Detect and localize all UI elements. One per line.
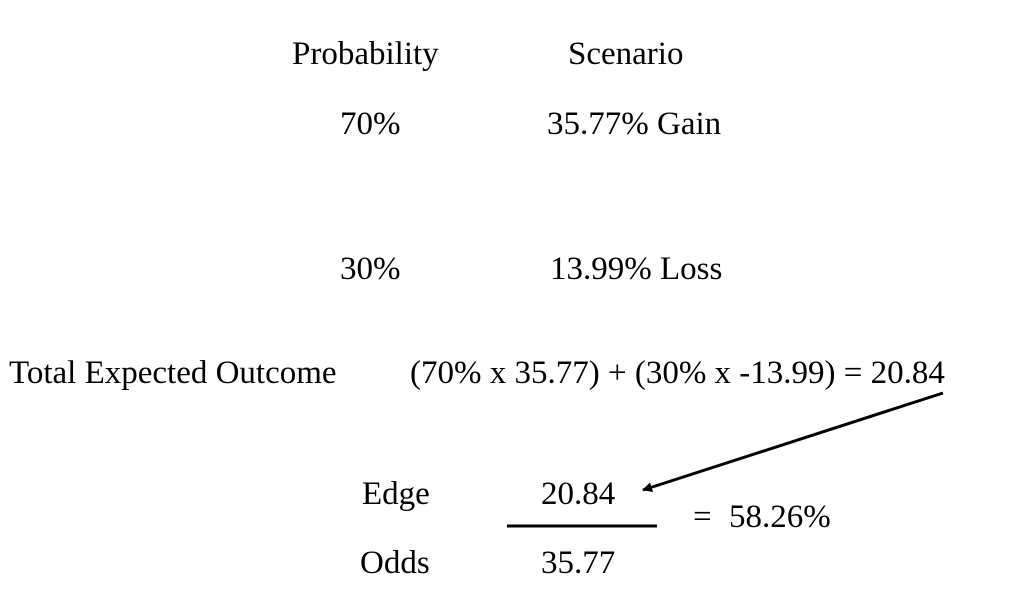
edge-label: Edge: [362, 476, 430, 512]
edge-odds-result: 58.26%: [729, 499, 831, 535]
equals-sign: =: [693, 499, 712, 535]
scenario-header: Scenario: [568, 36, 684, 72]
probability-cell: 30%: [340, 251, 401, 287]
arrow-connector: [642, 391, 944, 492]
edge-value: 20.84: [541, 476, 616, 512]
probability-cell: 70%: [340, 106, 401, 142]
scenario-cell: 13.99% Loss: [550, 251, 723, 287]
probability-header: Probability: [292, 36, 439, 72]
odds-label: Odds: [360, 545, 430, 581]
odds-value: 35.77: [541, 545, 616, 581]
total-expected-outcome-label: Total Expected Outcome: [9, 355, 337, 391]
expected-outcome-formula: (70% x 35.77) + (30% x -13.99) = 20.84: [410, 355, 945, 391]
scenario-cell: 35.77% Gain: [547, 106, 722, 142]
